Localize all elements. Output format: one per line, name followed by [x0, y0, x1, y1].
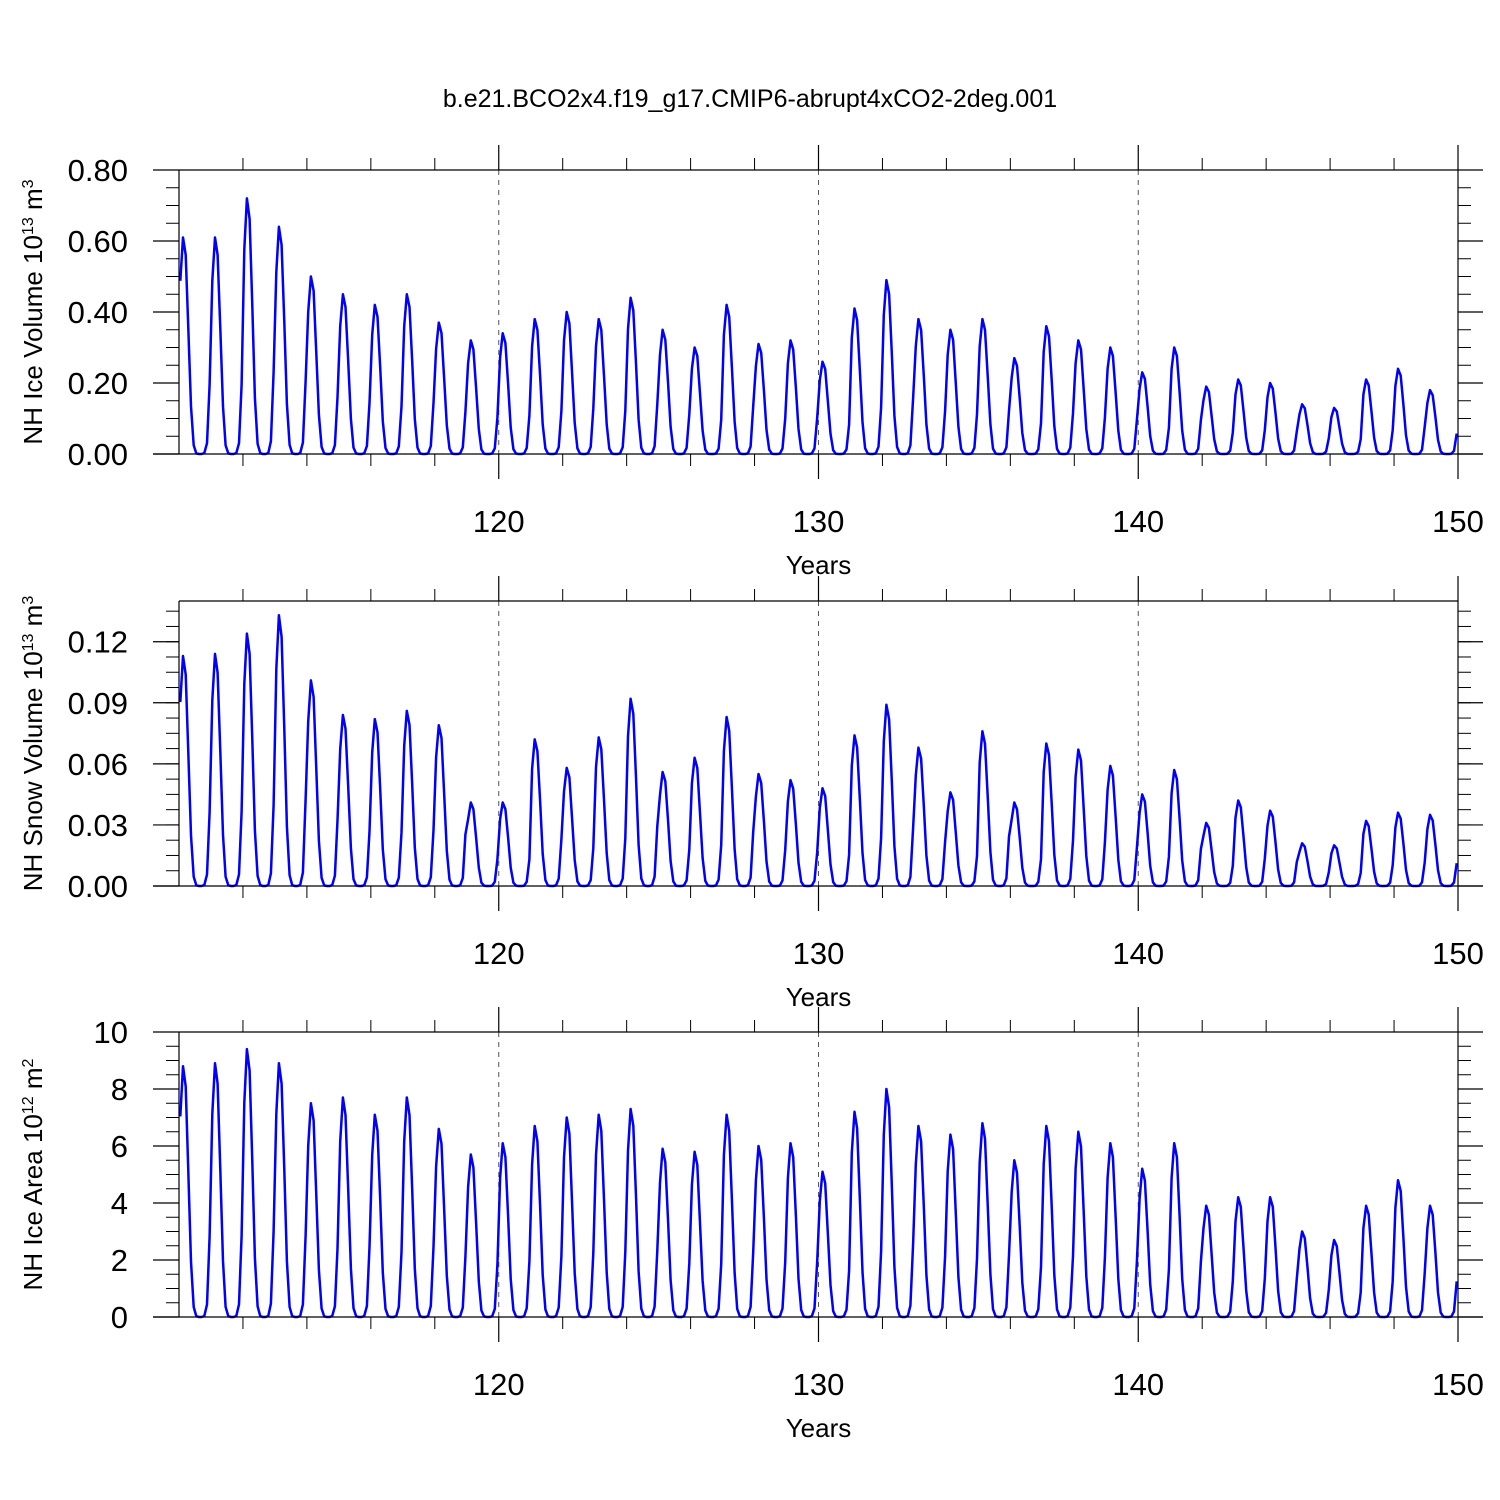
x-axis-label: Years [786, 550, 852, 580]
y-tick-label: 0.00 [68, 437, 128, 472]
y-tick-label: 0.09 [68, 686, 128, 721]
y-tick-label: 0.40 [68, 295, 128, 330]
x-tick-label: 130 [793, 936, 845, 971]
y-tick-label: 0 [111, 1300, 128, 1335]
y-tick-label: 4 [111, 1186, 128, 1221]
panel-ice-volume: 0.00 0.20 0.40 0.60 0.80 120 130 140 150 Years NH … [18, 145, 1484, 580]
x-tick-label: 130 [793, 1367, 845, 1402]
y-tick-label: 0.03 [68, 808, 128, 843]
y-tick-label: 0.80 [68, 153, 128, 188]
panel-ice-area: 0 2 4 6 8 10 120 130 140 150 Years NH Ice Area 1012… [18, 1007, 1484, 1443]
y-tick-label: 2 [111, 1243, 128, 1278]
y-tick-label: 10 [94, 1015, 128, 1050]
y-axis-label: NH Ice Area 1012 m2 [18, 1058, 48, 1290]
y-tick-label: 6 [111, 1129, 128, 1164]
x-axis-label: Years [786, 1413, 852, 1443]
y-tick-label: 0.00 [68, 869, 128, 904]
figure-title: b.e21.BCO2x4.f19_g17.CMIP6-abrupt4xCO2-2… [443, 85, 1057, 113]
y-tick-label: 0.12 [68, 625, 128, 660]
x-tick-label: 150 [1432, 1367, 1484, 1402]
x-tick-label: 140 [1112, 1367, 1164, 1402]
x-tick-label: 120 [473, 1367, 525, 1402]
x-tick-label: 150 [1432, 504, 1484, 539]
y-tick-label: 0.60 [68, 224, 128, 259]
x-tick-label: 130 [793, 504, 845, 539]
x-tick-label: 140 [1112, 504, 1164, 539]
y-tick-label: 0.06 [68, 747, 128, 782]
y-axis-label: NH Ice Volume 1013 m3 [18, 179, 48, 444]
x-tick-label: 120 [473, 504, 525, 539]
y-tick-label: 0.20 [68, 366, 128, 401]
y-tick-label: 8 [111, 1072, 128, 1107]
x-tick-label: 140 [1112, 936, 1164, 971]
y-axis-label: NH Snow Volume 1013 m3 [18, 596, 48, 892]
x-tick-label: 150 [1432, 936, 1484, 971]
x-tick-label: 120 [473, 936, 525, 971]
